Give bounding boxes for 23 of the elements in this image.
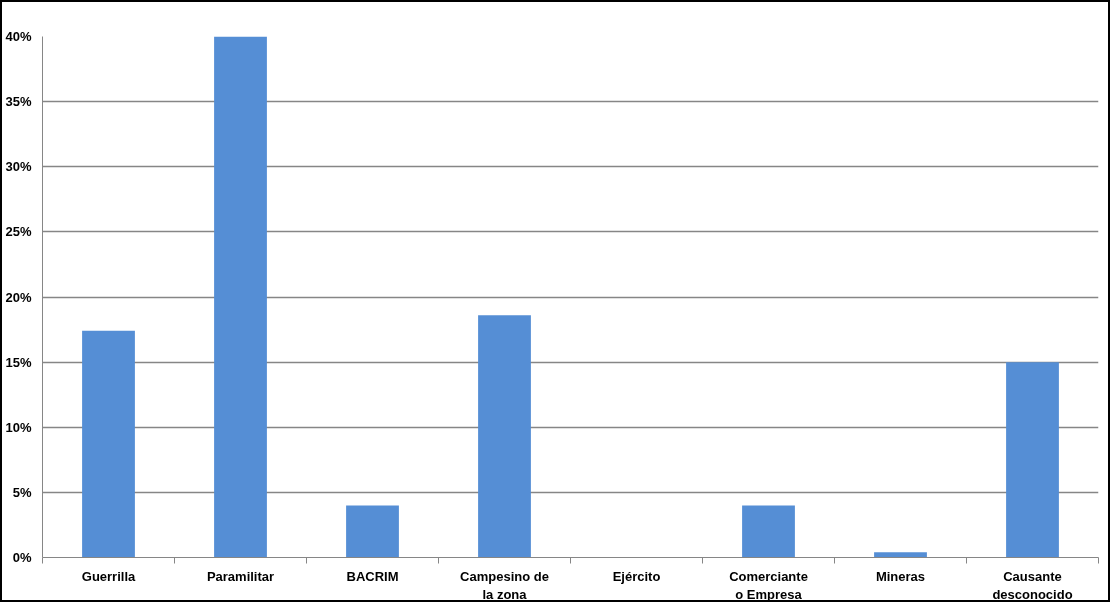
y-tick-label: 0% [12, 550, 32, 565]
bar [742, 505, 795, 558]
y-tick-label: 10% [5, 419, 32, 435]
bar [214, 36, 267, 558]
y-tick-label: 25% [5, 224, 32, 240]
x-tick-label: Campesino de la zona [460, 568, 549, 602]
x-tick-label: Causante desconocido [992, 568, 1073, 602]
x-tick-label: BACRIM [346, 568, 399, 584]
y-tick-label: 15% [5, 354, 32, 370]
x-tick-label: Guerrilla [81, 568, 136, 584]
x-tick-label: Paramilitar [206, 568, 275, 584]
y-tick-label: 35% [5, 94, 32, 110]
y-tick-label: 40% [5, 29, 32, 44]
bar [1006, 362, 1059, 558]
y-tick-label: 5% [12, 484, 32, 500]
x-tick-label: Mineras [875, 568, 926, 584]
bar [478, 315, 531, 558]
bar [346, 505, 399, 558]
y-tick-label: 30% [5, 159, 32, 175]
bar [874, 552, 927, 558]
y-tick-label: 20% [5, 289, 32, 305]
x-tick-label: Ejército [612, 568, 661, 584]
bar [82, 330, 135, 558]
